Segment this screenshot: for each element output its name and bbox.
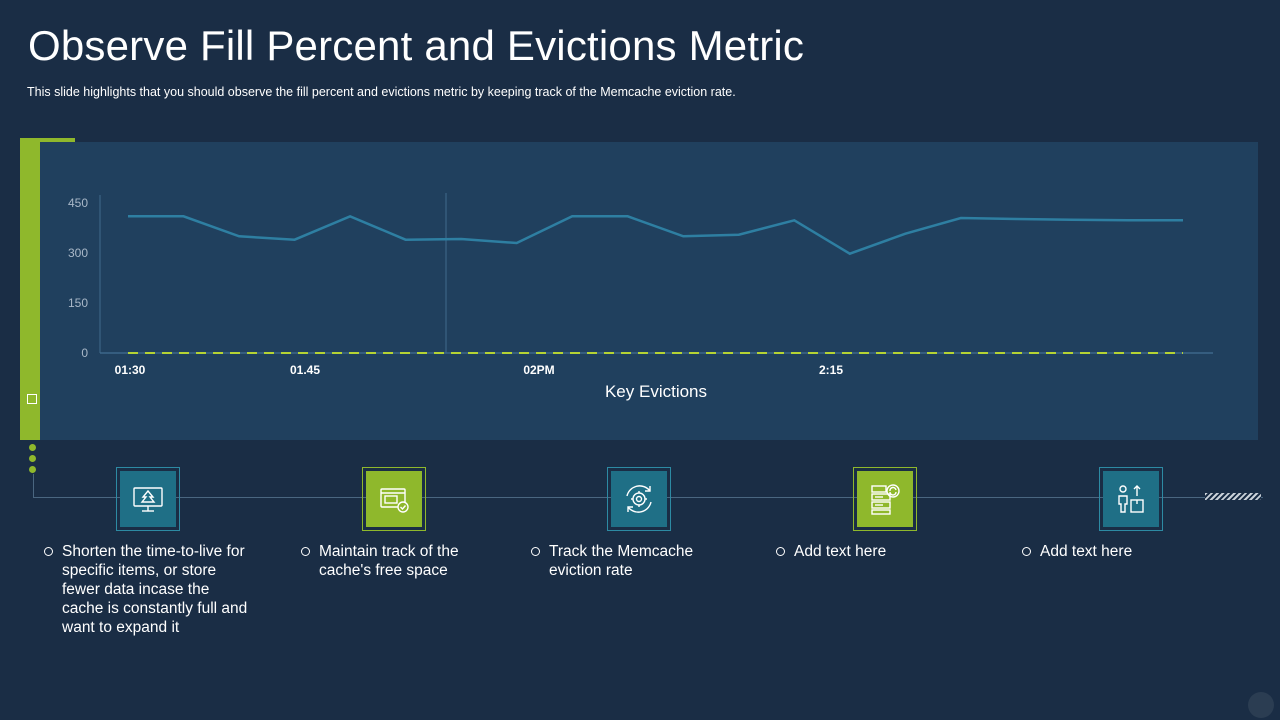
- bullet-icon: [301, 547, 310, 556]
- y-tick-label: 150: [68, 296, 88, 310]
- item-4-icon-box: [853, 467, 917, 531]
- monitor-tree-icon: [133, 487, 163, 512]
- accent-bar-top: [20, 138, 75, 142]
- item-3-text-block: Track the Memcache eviction rate: [531, 542, 731, 580]
- y-tick-label: 450: [68, 196, 88, 210]
- y-tick-label: 300: [68, 246, 88, 260]
- item-2-text: Maintain track of the cache's free space: [319, 543, 459, 579]
- item-1-text: Shorten the time-to-live for specific it…: [62, 543, 248, 636]
- y-tick-label: 0: [81, 346, 88, 360]
- item-2-icon-box: [362, 467, 426, 531]
- chart-panel: [40, 142, 1258, 440]
- item-1-icon-box: [116, 467, 180, 531]
- bullet-icon: [531, 547, 540, 556]
- item-4-text: Add text here: [794, 543, 887, 560]
- item-5-icon-box: [1099, 467, 1163, 531]
- evictions-chart: 0 150 300 450 01:30 01.45 02PM 2:15 Key Evicti…: [68, 193, 1213, 401]
- item-2-text-block: Maintain track of the cache's free space: [301, 542, 491, 580]
- y-axis-ticks: 0 150 300 450: [68, 196, 88, 360]
- square-marker: [27, 394, 37, 404]
- x-tick-label: 01.45: [290, 363, 320, 377]
- person-box-icon: [1118, 485, 1144, 513]
- item-3-text: Track the Memcache eviction rate: [549, 543, 694, 579]
- series-line-main: [128, 214, 1183, 256]
- series-group: [128, 214, 1183, 354]
- item-5-text: Add text here: [1040, 543, 1133, 560]
- accent-bar: [20, 138, 40, 440]
- page-subtitle: This slide highlights that you should ob…: [27, 85, 736, 99]
- x-axis-ticks: 01:30 01.45 02PM 2:15: [115, 363, 844, 377]
- corner-circle: [1248, 692, 1274, 718]
- item-4-text-block: Add text here: [776, 542, 956, 561]
- gear-refresh-icon: [626, 485, 652, 513]
- x-tick-label: 2:15: [819, 363, 843, 377]
- x-tick-label: 02PM: [523, 363, 554, 377]
- x-axis-title: Key Evictions: [605, 382, 707, 401]
- timeline-connector: [33, 474, 34, 498]
- item-1-text-block: Shorten the time-to-live for specific it…: [44, 542, 254, 637]
- x-tick-label: 01:30: [115, 363, 146, 377]
- item-3-icon-box: [607, 467, 671, 531]
- hatch-decoration: [1205, 493, 1261, 500]
- bullet-icon: [44, 547, 53, 556]
- browser-check-icon: [380, 488, 409, 513]
- page-title: Observe Fill Percent and Evictions Metri…: [28, 22, 805, 69]
- server-sync-icon: [871, 484, 900, 515]
- bullet-icon: [776, 547, 785, 556]
- bullet-icon: [1022, 547, 1031, 556]
- dot-markers: [29, 444, 36, 477]
- item-5-text-block: Add text here: [1022, 542, 1202, 561]
